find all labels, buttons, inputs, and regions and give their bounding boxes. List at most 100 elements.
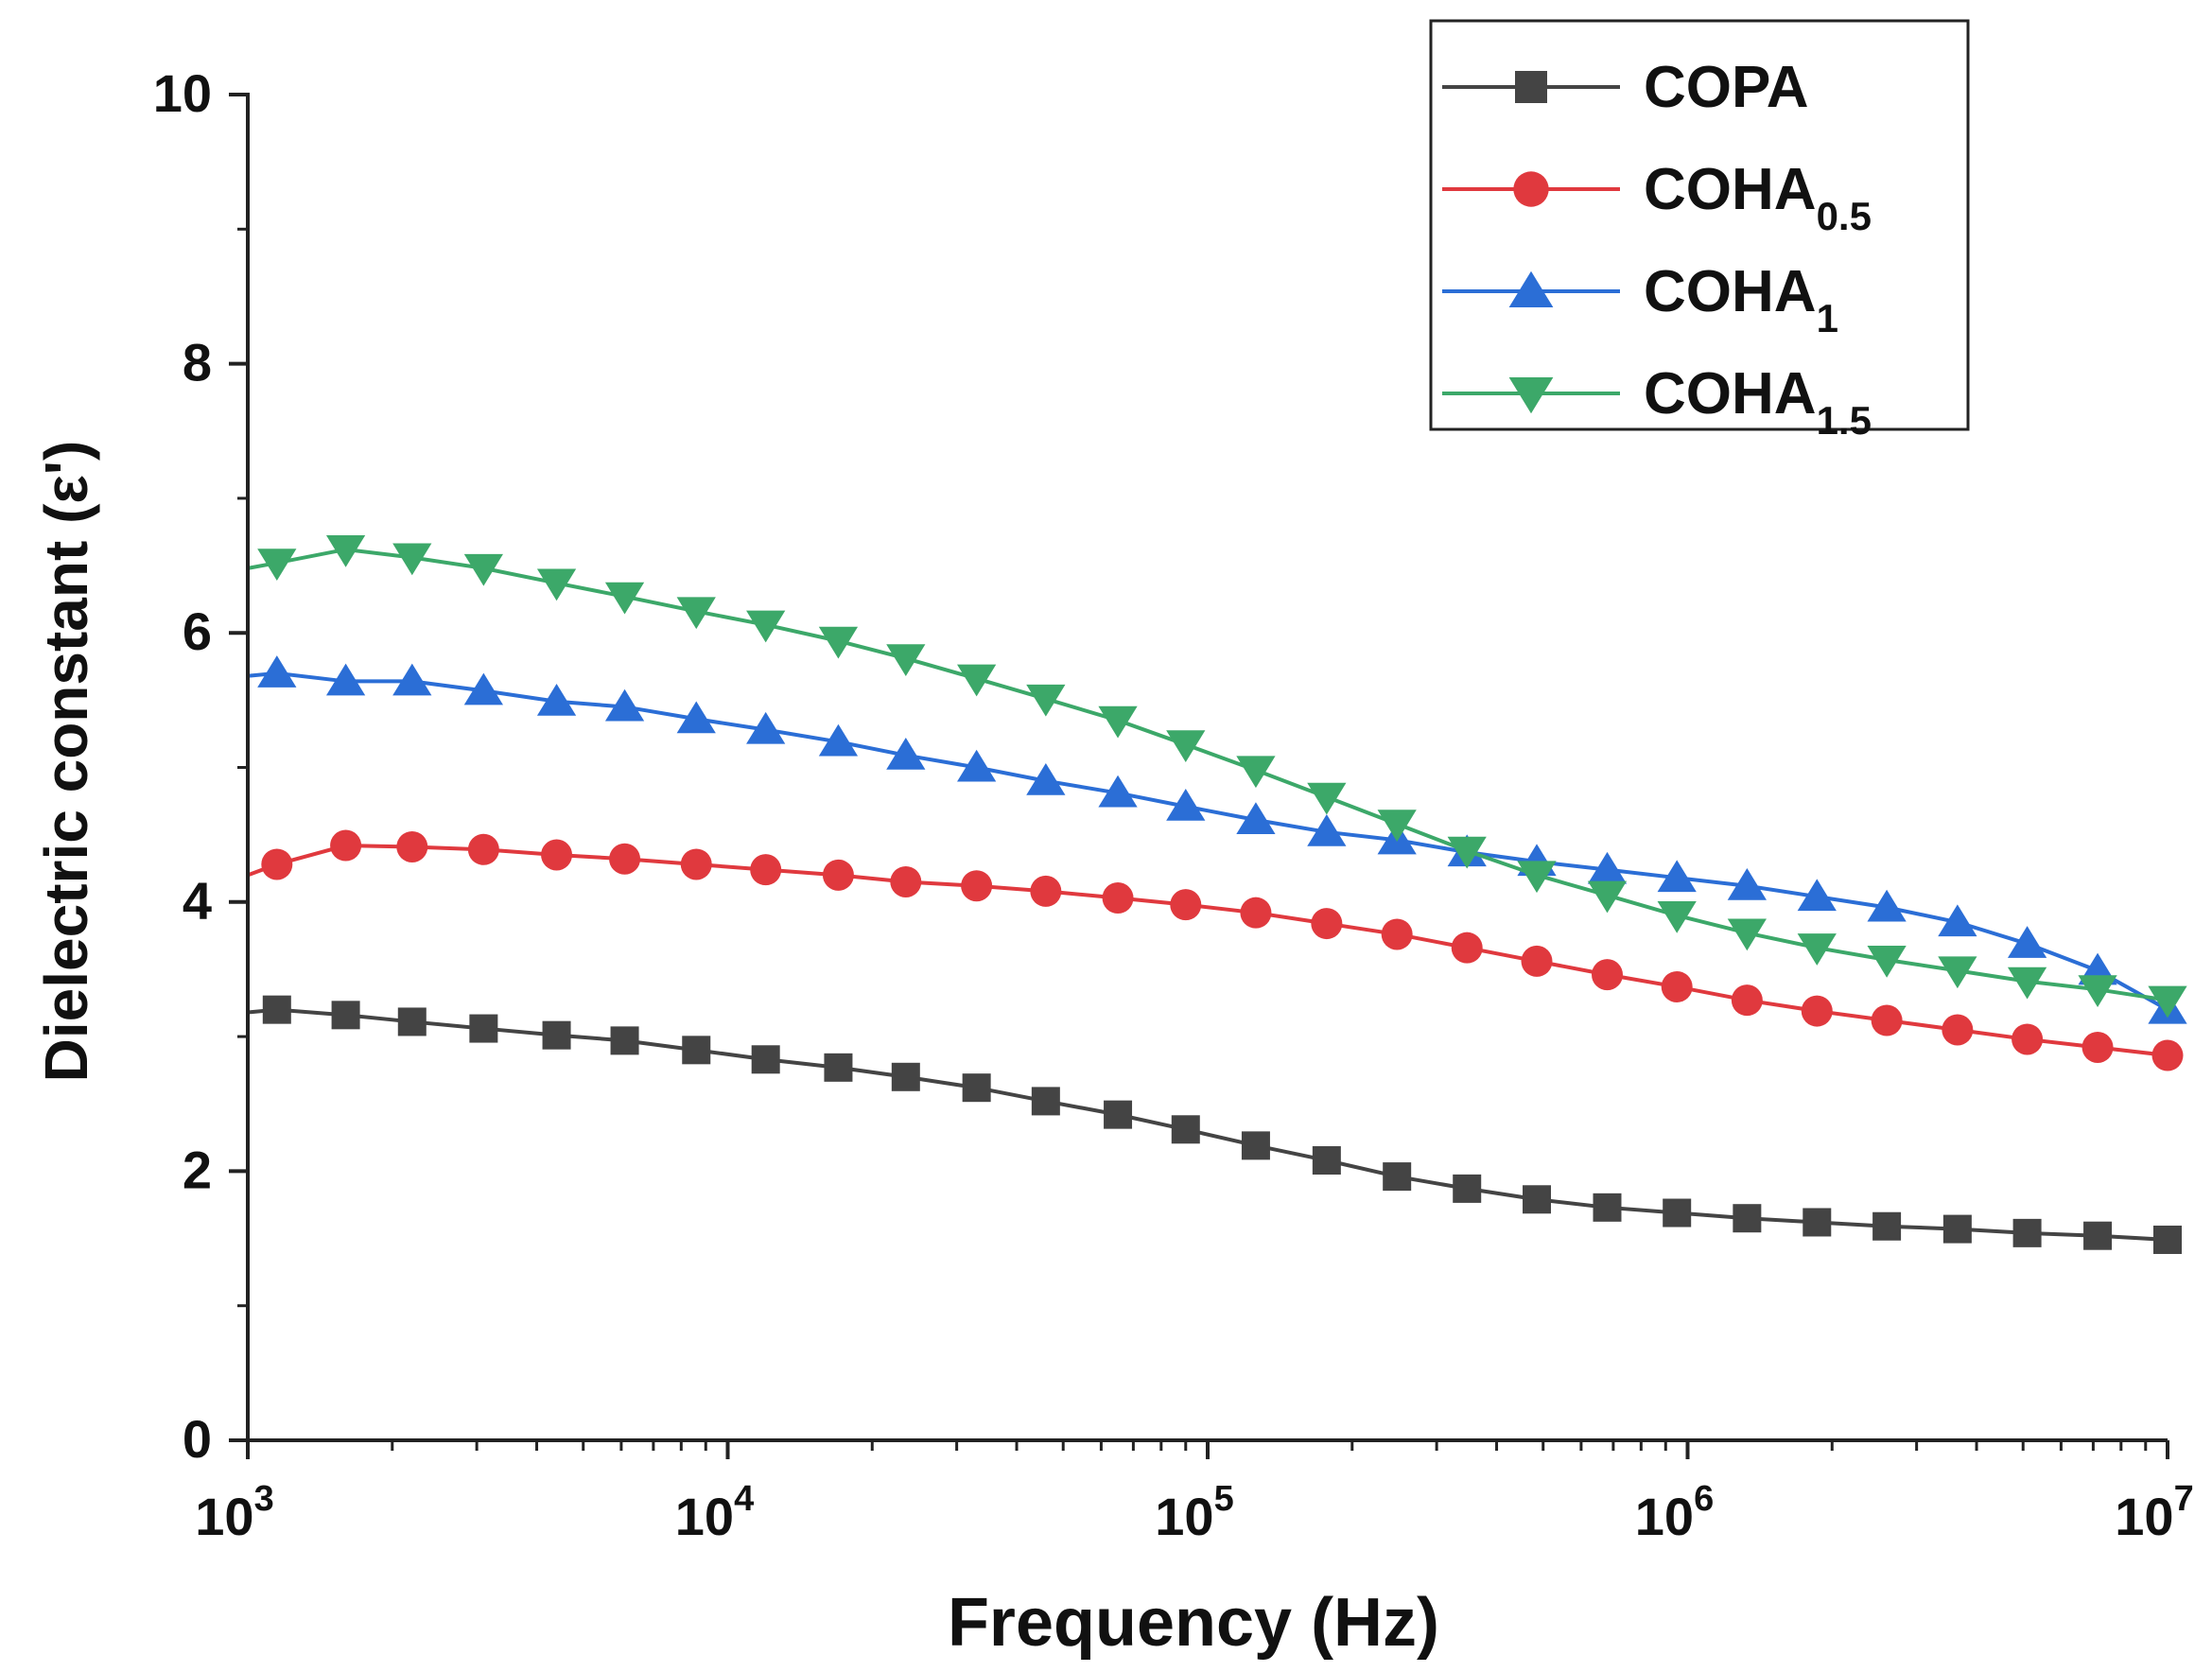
data-point — [818, 723, 859, 757]
data-point — [2012, 1023, 2044, 1055]
data-point — [1587, 880, 1628, 914]
data-point — [1867, 889, 1907, 922]
data-point — [261, 848, 293, 880]
data-point — [467, 833, 499, 865]
legend-label: COPA — [1644, 55, 1809, 120]
data-point — [463, 553, 503, 586]
x-axis: 103 104 105 106 107 — [195, 1438, 2194, 1546]
data-point — [325, 534, 366, 567]
data-point — [536, 684, 577, 716]
data-point — [1030, 875, 1062, 907]
data-point — [1938, 904, 1977, 937]
data-point — [1871, 1004, 1903, 1036]
legend-label-subscript: 1 — [1817, 296, 1838, 340]
y-tick-label: 10 — [153, 63, 212, 123]
data-point — [1593, 1193, 1622, 1222]
data-point — [2153, 1225, 2182, 1254]
x-tick-label: 105 — [1155, 1479, 1233, 1546]
data-point — [1657, 901, 1697, 933]
legend-label-subscript: 0.5 — [1817, 194, 1872, 238]
data-point — [541, 839, 573, 871]
data-point — [1241, 1131, 1270, 1160]
legend-label-main: COPA — [1644, 55, 1809, 120]
data-point — [957, 749, 997, 782]
data-point — [2148, 985, 2187, 1019]
data-point — [1663, 1198, 1692, 1228]
data-point — [1727, 867, 1767, 900]
data-point — [1381, 918, 1413, 950]
y-axis-label: Dielectric constant (ε') — [32, 441, 100, 1083]
data-point — [1657, 860, 1697, 893]
data-point — [392, 543, 432, 576]
data-point — [1727, 918, 1767, 951]
data-point — [536, 568, 577, 601]
data-point — [891, 1062, 920, 1091]
data-point — [1938, 956, 1977, 989]
x-tick-exponent: 7 — [2174, 1479, 2194, 1519]
y-tick-label: 2 — [183, 1140, 212, 1199]
data-point — [2081, 1031, 2114, 1063]
x-tick-label: 106 — [1635, 1479, 1714, 1546]
series-coha1-5 — [247, 534, 2187, 1019]
x-tick-base: 10 — [1155, 1487, 1213, 1546]
data-point — [746, 711, 786, 744]
legend-marker — [1515, 71, 1547, 103]
data-point — [1521, 945, 1553, 977]
legend-label: COHA1.5 — [1644, 361, 1872, 443]
data-point — [1031, 1087, 1060, 1116]
x-tick-label: 107 — [2115, 1479, 2193, 1546]
x-tick-exponent: 6 — [1694, 1479, 1714, 1519]
y-tick-label: 6 — [183, 601, 212, 661]
data-point — [1098, 705, 1138, 739]
data-point — [1166, 789, 1206, 821]
data-point — [1942, 1214, 1972, 1244]
data-point — [1447, 836, 1487, 869]
data-point — [1801, 995, 1833, 1027]
data-point — [2083, 1221, 2113, 1250]
data-point — [746, 610, 786, 643]
data-point — [610, 1026, 639, 1055]
y-axis: 0 2 4 6 8 10 — [153, 63, 250, 1469]
data-point — [1307, 782, 1347, 815]
data-point — [397, 1007, 427, 1036]
data-point — [1453, 1174, 1482, 1203]
data-point — [2007, 926, 2047, 958]
data-point — [957, 664, 997, 697]
data-point — [962, 1073, 991, 1103]
y-tick-label: 8 — [183, 333, 212, 392]
data-point — [1591, 959, 1623, 991]
data-point — [961, 870, 993, 902]
x-tick-exponent: 3 — [254, 1479, 274, 1519]
data-point — [1102, 882, 1134, 914]
data-point — [1797, 933, 1837, 966]
data-point — [604, 582, 645, 615]
data-point — [2078, 975, 2117, 1008]
data-point — [818, 626, 859, 659]
data-point — [604, 688, 645, 722]
x-tick-base: 10 — [195, 1487, 253, 1546]
data-point — [886, 644, 926, 676]
series-copa — [247, 995, 2182, 1254]
data-point — [1307, 814, 1347, 846]
data-point — [1236, 756, 1276, 789]
data-point — [1166, 730, 1206, 763]
legend-marker — [1513, 171, 1549, 207]
legend-label-main: COHA — [1644, 361, 1817, 427]
data-point — [1451, 932, 1483, 964]
legend-label: COHA1 — [1644, 259, 1838, 340]
data-point — [824, 1053, 853, 1082]
data-point — [1026, 762, 1066, 795]
data-point — [257, 655, 297, 688]
data-point — [1312, 1146, 1341, 1176]
legend-entry: COHA1.5 — [1442, 361, 1872, 443]
data-point — [822, 859, 854, 891]
data-point — [262, 995, 291, 1024]
data-point — [392, 663, 432, 696]
data-point — [1171, 1115, 1200, 1144]
x-tick-base: 10 — [1635, 1487, 1694, 1546]
data-point — [886, 737, 926, 770]
data-point — [1803, 1208, 1832, 1237]
legend-label: COHA0.5 — [1644, 157, 1872, 238]
legend-label-main: COHA — [1644, 157, 1817, 222]
data-point — [1026, 684, 1066, 717]
